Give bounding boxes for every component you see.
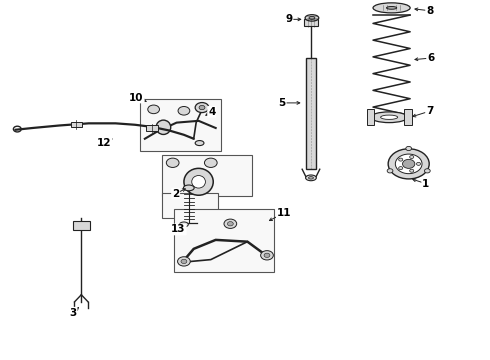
Circle shape [399,167,403,170]
Circle shape [406,147,412,150]
Text: 8: 8 [426,6,433,16]
Bar [404,109,412,125]
Ellipse shape [309,17,315,19]
Circle shape [181,259,187,264]
Ellipse shape [184,168,213,195]
Circle shape [410,169,414,172]
Circle shape [177,257,190,266]
Ellipse shape [179,222,188,227]
Ellipse shape [192,176,205,188]
Circle shape [178,107,190,115]
Text: 11: 11 [277,208,292,218]
Bar [73,221,90,230]
Text: 3: 3 [70,308,76,318]
Bar [304,19,318,26]
Ellipse shape [195,140,204,145]
Ellipse shape [306,175,317,181]
Text: 5: 5 [278,98,286,108]
Circle shape [402,159,415,168]
Bar [174,210,274,272]
Bar [71,122,82,127]
Ellipse shape [156,120,171,134]
Bar [367,109,374,125]
Bar [162,155,252,196]
Circle shape [195,103,209,113]
Bar [306,58,317,169]
Circle shape [395,154,422,174]
Text: 1: 1 [422,179,429,189]
Text: 9: 9 [285,14,293,24]
Ellipse shape [371,112,408,123]
Circle shape [227,222,233,226]
Text: 12: 12 [97,139,112,148]
Circle shape [399,158,403,161]
Text: 7: 7 [426,106,433,116]
Circle shape [388,149,429,179]
Circle shape [264,253,270,257]
Text: 2: 2 [172,189,179,199]
Ellipse shape [309,177,314,179]
Bar [162,193,218,218]
Circle shape [387,169,393,173]
Circle shape [199,105,205,110]
Ellipse shape [373,3,410,13]
Circle shape [261,251,273,260]
Ellipse shape [387,6,397,9]
Circle shape [416,162,420,165]
Text: 4: 4 [208,107,216,117]
Ellipse shape [183,185,194,191]
Circle shape [424,169,430,173]
Text: 10: 10 [129,93,144,103]
Circle shape [204,158,217,167]
Text: 6: 6 [427,53,434,63]
Ellipse shape [305,15,319,21]
Ellipse shape [381,115,398,120]
Circle shape [166,158,179,167]
Circle shape [224,219,237,228]
Bar [140,99,220,151]
Text: 13: 13 [172,225,186,234]
Circle shape [148,105,159,114]
Circle shape [410,156,414,158]
Bar [147,125,158,131]
